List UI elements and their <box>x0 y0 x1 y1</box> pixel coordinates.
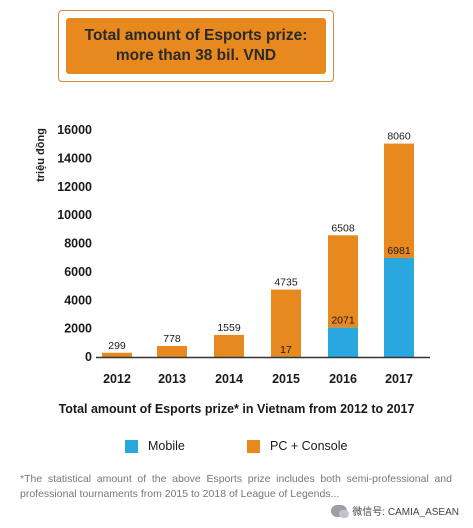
data-label-pc-console: 6508 <box>331 222 355 234</box>
y-tick-label: 0 <box>85 350 92 364</box>
bar-pc-console <box>271 289 301 357</box>
data-label-pc-console: 4735 <box>274 277 298 289</box>
title-line-1: Total amount of Esports prize: <box>84 27 308 44</box>
legend-swatch-pc-console <box>247 439 260 453</box>
chart-caption: Total amount of Esports prize* in Vietna… <box>58 402 415 416</box>
data-label-mobile: 2071 <box>331 315 355 327</box>
y-tick-label: 2000 <box>64 322 92 336</box>
y-tick-label: 10000 <box>57 208 92 222</box>
y-tick-label: 14000 <box>57 151 92 165</box>
y-tick-label: 16000 <box>57 123 92 137</box>
legend-label-pc-console: PC + Console <box>270 439 348 453</box>
wechat-icon <box>331 504 350 518</box>
title-box-frame <box>58 10 334 82</box>
bar-mobile <box>384 257 414 357</box>
y-axis-title: triệu đồng <box>35 128 47 182</box>
legend-pc-console: PC + Console <box>247 439 347 453</box>
bar-mobile <box>328 327 358 357</box>
x-tick-label: 2013 <box>158 372 186 386</box>
bar-pc-console <box>157 345 187 357</box>
legend-label-mobile: Mobile <box>148 439 185 453</box>
y-tick-label: 12000 <box>57 180 92 194</box>
data-label-pc-console: 1559 <box>217 322 241 334</box>
watermark: 微信号: CAMIA_ASEAN <box>327 501 463 520</box>
y-axis-labels: 0 2000 4000 6000 8000 10000 12000 14000 16000 <box>57 123 92 364</box>
y-tick-label: 4000 <box>64 293 92 307</box>
x-tick-label: 2016 <box>329 372 357 386</box>
bar-pc-console <box>328 235 358 328</box>
x-tick-label: 2014 <box>215 372 243 386</box>
data-label-mobile: 17 <box>280 344 292 356</box>
legend-mobile: Mobile <box>125 439 185 453</box>
y-tick-label: 8000 <box>64 237 92 251</box>
x-tick-label: 2015 <box>272 372 300 386</box>
watermark-text: 微信号: CAMIA_ASEAN <box>352 507 459 518</box>
bar-pc-console <box>384 143 414 258</box>
data-label-pc-console: 299 <box>108 340 126 352</box>
bar-pc-console <box>214 334 244 357</box>
bar-chart: 0 2000 4000 6000 8000 10000 12000 14000 16000 tr… <box>35 123 430 386</box>
x-axis-labels: 2012 2013 2014 2015 2016 2017 <box>103 372 413 386</box>
x-tick-label: 2017 <box>385 372 413 386</box>
title-box: Total amount of Esports prize: more than… <box>66 18 326 74</box>
bar-pc-console <box>102 352 132 357</box>
y-tick-label: 6000 <box>64 265 92 279</box>
data-label-mobile: 6981 <box>387 245 411 257</box>
x-tick-label: 2012 <box>103 372 131 386</box>
data-label-pc-console: 778 <box>163 333 181 345</box>
legend-swatch-mobile <box>125 439 138 453</box>
data-label-pc-console: 8060 <box>387 131 411 143</box>
title-line-2: more than 38 bil. VND <box>115 47 277 64</box>
bars: 299 778 1559 4735 17 6508 2071 8060 6981 <box>102 131 414 357</box>
footnote: *The statistical amount of the above Esp… <box>20 473 452 500</box>
